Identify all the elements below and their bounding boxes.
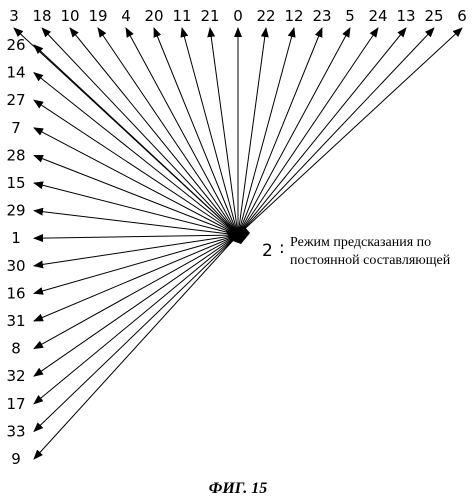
mode-label-1: 1 bbox=[11, 229, 21, 247]
mode-label-29: 29 bbox=[6, 202, 25, 220]
arrow-mode-25 bbox=[238, 28, 434, 235]
dc-mode-separator: : bbox=[279, 238, 285, 258]
arrow-mode-19 bbox=[98, 28, 238, 235]
mode-label-25: 25 bbox=[424, 7, 443, 25]
arrow-mode-12 bbox=[238, 28, 294, 235]
mode-label-8: 8 bbox=[11, 340, 21, 358]
mode-label-10: 10 bbox=[60, 7, 79, 25]
mode-label-13: 13 bbox=[396, 7, 415, 25]
mode-label-33: 33 bbox=[6, 422, 25, 440]
arrow-mode-8 bbox=[34, 235, 238, 349]
arrow-mode-6 bbox=[238, 28, 462, 235]
mode-label-18: 18 bbox=[32, 7, 51, 25]
arrow-mode-10 bbox=[70, 28, 238, 235]
arrow-mode-21 bbox=[210, 28, 238, 235]
mode-label-26: 26 bbox=[6, 36, 25, 54]
arrow-mode-7 bbox=[34, 128, 238, 235]
arrow-mode-23 bbox=[238, 28, 322, 235]
mode-label-11: 11 bbox=[172, 7, 191, 25]
mode-label-17: 17 bbox=[6, 395, 25, 413]
mode-label-6: 6 bbox=[457, 7, 467, 25]
dc-mode-description-line-2: постоянной составляющей bbox=[290, 253, 451, 268]
mode-label-31: 31 bbox=[6, 312, 25, 330]
arrow-mode-24 bbox=[238, 28, 378, 235]
mode-label-14: 14 bbox=[6, 64, 25, 82]
arrow-mode-14 bbox=[34, 73, 238, 235]
arrow-mode-20 bbox=[154, 28, 238, 235]
arrow-mode-13 bbox=[238, 28, 406, 235]
mode-label-28: 28 bbox=[6, 146, 25, 164]
mode-label-3: 3 bbox=[9, 7, 19, 25]
arrow-mode-15 bbox=[34, 183, 238, 235]
mode-label-15: 15 bbox=[6, 174, 25, 192]
mode-label-22: 22 bbox=[256, 7, 275, 25]
mode-label-9: 9 bbox=[11, 450, 21, 468]
mode-label-30: 30 bbox=[6, 257, 25, 275]
mode-label-20: 20 bbox=[144, 7, 163, 25]
dc-mode-number: 2 bbox=[262, 241, 273, 261]
mode-label-4: 4 bbox=[121, 7, 131, 25]
mode-label-16: 16 bbox=[6, 284, 25, 302]
arrow-mode-9 bbox=[34, 235, 238, 459]
mode-label-23: 23 bbox=[312, 7, 331, 25]
mode-label-19: 19 bbox=[88, 7, 107, 25]
figure-caption: ФИГ. 15 bbox=[209, 480, 268, 497]
arrow-mode-1 bbox=[34, 235, 238, 238]
arrow-mode-30 bbox=[34, 235, 238, 266]
mode-label-21: 21 bbox=[200, 7, 219, 25]
arrow-mode-31 bbox=[34, 235, 238, 321]
mode-label-24: 24 bbox=[368, 7, 387, 25]
arrow-mode-18 bbox=[42, 28, 238, 235]
mode-label-32: 32 bbox=[6, 367, 25, 385]
arrow-mode-26 bbox=[34, 45, 238, 235]
mode-label-0: 0 bbox=[233, 7, 243, 25]
mode-label-7: 7 bbox=[11, 119, 21, 137]
arrow-mode-17 bbox=[34, 235, 238, 404]
mode-label-27: 27 bbox=[6, 91, 25, 109]
dc-mode-description-line-1: Режим предсказания по bbox=[290, 235, 431, 250]
arrow-mode-32 bbox=[34, 235, 238, 376]
mode-label-12: 12 bbox=[284, 7, 303, 25]
arrow-mode-5 bbox=[238, 28, 350, 235]
mode-label-5: 5 bbox=[345, 7, 355, 25]
arrow-mode-22 bbox=[238, 28, 266, 235]
arrow-mode-4 bbox=[126, 28, 238, 235]
